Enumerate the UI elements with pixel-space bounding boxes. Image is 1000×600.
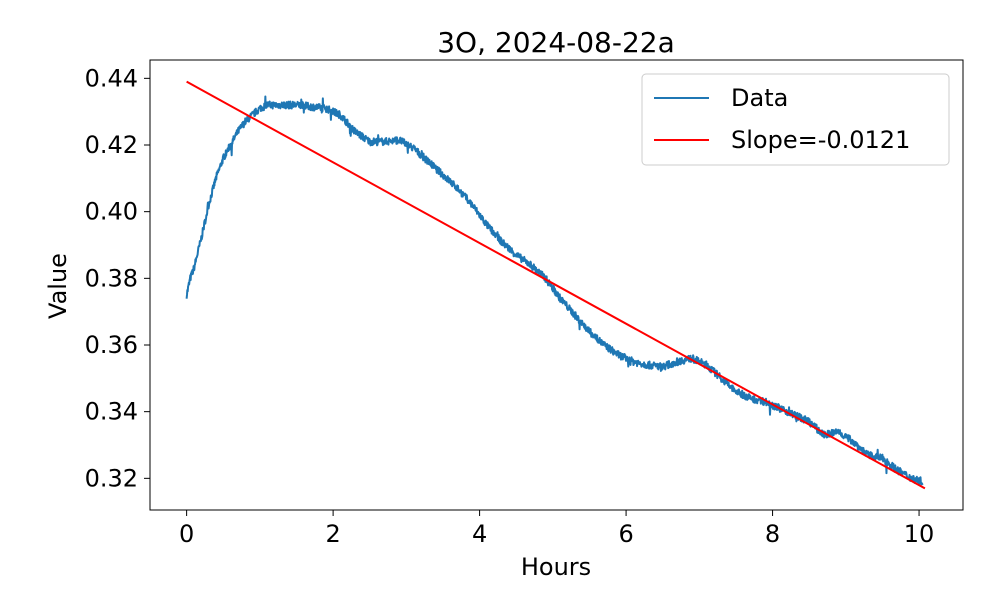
legend-frame bbox=[641, 73, 950, 166]
legend-label-slope: Slope=-0.0121 bbox=[731, 126, 910, 154]
x-tick-label: 2 bbox=[325, 520, 340, 548]
y-axis-label: Value bbox=[44, 253, 72, 319]
y-tick-label: 0.38 bbox=[85, 264, 138, 292]
x-tick-label: 0 bbox=[179, 520, 194, 548]
series-slope-line bbox=[186, 80, 926, 490]
chart-title: 3O, 2024-08-22a bbox=[437, 26, 675, 59]
legend: Data Slope=-0.0121 bbox=[641, 73, 950, 166]
x-tick-label: 10 bbox=[904, 520, 935, 548]
x-tick-label: 8 bbox=[765, 520, 780, 548]
y-tick-label: 0.34 bbox=[85, 398, 138, 426]
y-tick-label: 0.40 bbox=[85, 198, 138, 226]
plot-area: 0 2 4 6 8 10 0.32 0.34 0.36 0.38 0.40 0.42 0.44 bbox=[85, 59, 964, 548]
x-tick-label: 6 bbox=[618, 520, 633, 548]
y-tick-label: 0.44 bbox=[85, 64, 138, 92]
y-tick-label: 0.42 bbox=[85, 131, 138, 159]
y-tick-label: 0.36 bbox=[85, 331, 138, 359]
x-axis-label: Hours bbox=[521, 553, 591, 581]
series-data-line bbox=[185, 95, 924, 486]
axes-frame bbox=[149, 59, 964, 511]
y-tick-label: 0.32 bbox=[85, 464, 138, 492]
x-tick-label: 4 bbox=[472, 520, 487, 548]
legend-label-data: Data bbox=[731, 84, 788, 112]
